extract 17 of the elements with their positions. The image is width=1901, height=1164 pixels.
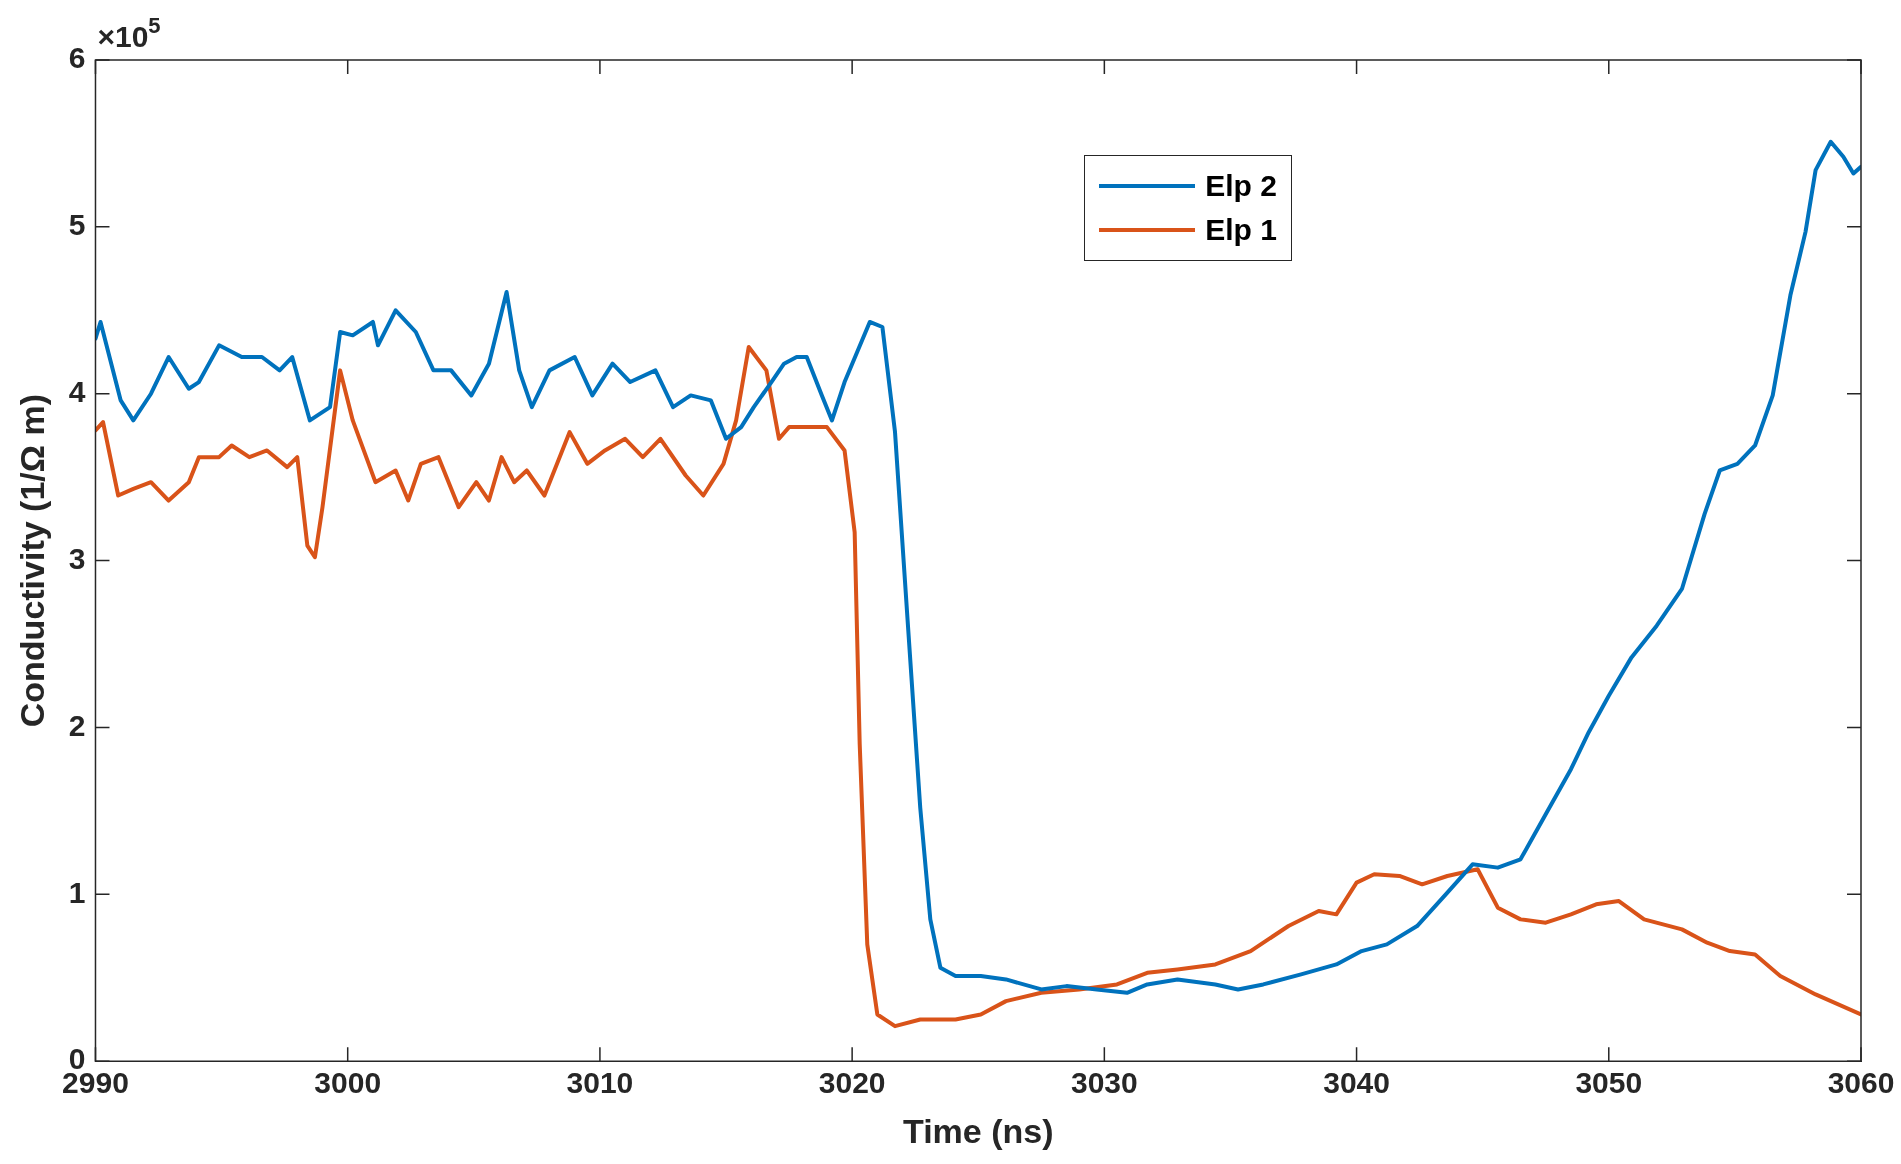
y-axis-title: Conductivity (1/Ω m) [12, 393, 51, 728]
y-tick-label: 5 [68, 208, 86, 242]
x-tick-label: 3000 [314, 1066, 382, 1100]
x-tick-label: 3060 [1827, 1066, 1895, 1100]
y-tick-label: 6 [68, 41, 86, 75]
legend-label: Elp 2 [1205, 168, 1277, 204]
legend-label: Elp 1 [1205, 212, 1277, 248]
y-tick-label: 4 [68, 375, 86, 408]
y-tick-label: 2 [68, 708, 86, 742]
y-tick-label: 1 [68, 875, 86, 909]
x-tick-label: 3020 [818, 1066, 886, 1100]
x-axis-title: Time (ns) [902, 1111, 1054, 1150]
x-tick-label: 3030 [1070, 1066, 1138, 1100]
x-tick-label: 3050 [1575, 1066, 1643, 1100]
y-tick-label: 3 [68, 541, 86, 575]
x-tick-label: 3010 [566, 1066, 634, 1100]
x-tick-label: 3040 [1323, 1066, 1390, 1100]
